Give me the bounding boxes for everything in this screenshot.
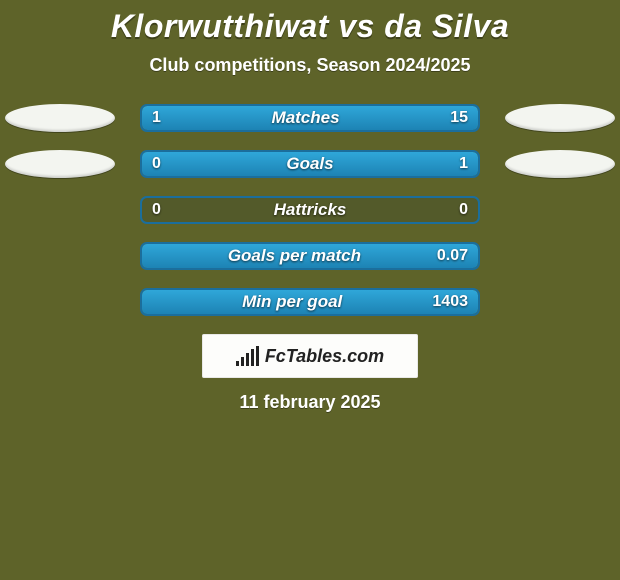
stat-row: 1Matches15 bbox=[0, 104, 620, 132]
stat-bar: 1Matches15 bbox=[140, 104, 480, 132]
brand-badge: FcTables.com bbox=[202, 334, 418, 378]
stat-fill-right bbox=[163, 106, 478, 130]
stat-fill-right bbox=[142, 290, 478, 314]
stat-row: Goals per match0.07 bbox=[0, 242, 620, 270]
stat-bar: Goals per match0.07 bbox=[140, 242, 480, 270]
comparison-infographic: Klorwutthiwat vs da Silva Club competiti… bbox=[0, 0, 620, 580]
stat-value-right: 0 bbox=[459, 201, 468, 219]
player-logo-left bbox=[5, 150, 115, 178]
stats-chart: 1Matches15 0Goals1 0 Hattricks 0 Goals per ma… bbox=[0, 104, 620, 316]
brand-bars-icon bbox=[236, 346, 259, 366]
stat-row: Min per goal1403 bbox=[0, 288, 620, 316]
player-logo-left bbox=[5, 104, 115, 132]
stat-row: 0 Hattricks 0 bbox=[0, 196, 620, 224]
brand-text: FcTables.com bbox=[265, 346, 384, 367]
stat-bar: Min per goal1403 bbox=[140, 288, 480, 316]
player-logo-right bbox=[505, 104, 615, 132]
stat-value-left: 0 bbox=[152, 201, 161, 219]
stat-fill-right bbox=[142, 244, 478, 268]
stat-bar: 0Goals1 bbox=[140, 150, 480, 178]
stat-bar-label: 0 Hattricks 0 bbox=[142, 198, 478, 222]
footer-date: 11 february 2025 bbox=[0, 392, 620, 413]
stat-fill-right bbox=[142, 152, 478, 176]
stat-row: 0Goals1 bbox=[0, 150, 620, 178]
stat-fill-left bbox=[142, 106, 163, 130]
page-subtitle: Club competitions, Season 2024/2025 bbox=[0, 55, 620, 76]
page-title: Klorwutthiwat vs da Silva bbox=[0, 0, 620, 45]
stat-bar: 0 Hattricks 0 bbox=[140, 196, 480, 224]
stat-name: Hattricks bbox=[274, 200, 347, 220]
player-logo-right bbox=[505, 150, 615, 178]
